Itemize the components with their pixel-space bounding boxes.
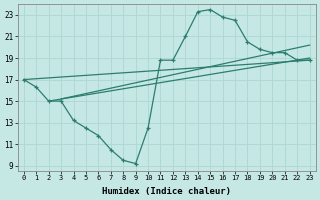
X-axis label: Humidex (Indice chaleur): Humidex (Indice chaleur) [102, 187, 231, 196]
